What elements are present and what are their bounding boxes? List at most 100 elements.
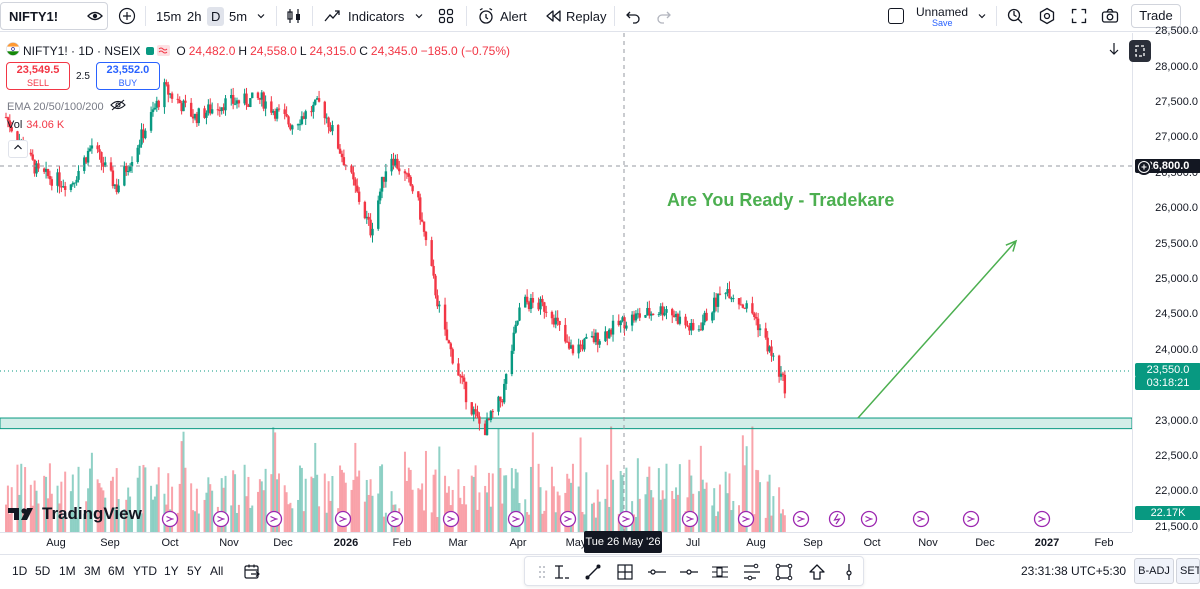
dividend-event-marker[interactable] bbox=[681, 510, 699, 528]
interval-dropdown-icon[interactable] bbox=[254, 0, 268, 32]
trade-button[interactable]: Trade bbox=[1131, 4, 1181, 28]
rectangle-tool-icon[interactable] bbox=[773, 561, 795, 583]
symbol-search[interactable]: NIFTY1! bbox=[0, 2, 108, 30]
candle-body bbox=[73, 182, 76, 184]
annotation-text[interactable]: Are You Ready - Tradekare bbox=[667, 190, 895, 210]
fib-levels-tool-icon[interactable] bbox=[709, 561, 731, 583]
alert-button[interactable]: Alert bbox=[500, 8, 527, 24]
clock-timezone[interactable]: 23:31:38 UTC+5:30 bbox=[1021, 564, 1127, 578]
snapshot-camera-icon[interactable] bbox=[1100, 0, 1120, 32]
interval-15m[interactable]: 15m bbox=[156, 8, 182, 24]
dividend-event-marker[interactable] bbox=[559, 510, 577, 528]
layout-dropdown-icon[interactable] bbox=[975, 0, 989, 32]
scroll-down-icon[interactable] bbox=[1108, 42, 1120, 61]
candle-body bbox=[317, 98, 321, 102]
range-5d[interactable]: 5D bbox=[35, 564, 51, 578]
interval-5m[interactable]: 5m bbox=[229, 8, 248, 24]
layout-checkbox[interactable] bbox=[888, 8, 904, 24]
horizontal-line-tool-icon[interactable] bbox=[646, 561, 668, 583]
candle-body bbox=[556, 317, 559, 321]
dividend-event-marker[interactable] bbox=[828, 510, 846, 528]
arrow-up-tool-icon[interactable] bbox=[806, 561, 828, 583]
candlestick-chart[interactable] bbox=[0, 33, 1132, 532]
chart-pane[interactable] bbox=[0, 33, 1132, 532]
range-ytd[interactable]: YTD bbox=[133, 564, 157, 578]
top-toolbar: NIFTY1! 15m 2h D 5m Indicators Alert Rep… bbox=[0, 0, 1200, 32]
volume-bar bbox=[371, 495, 374, 532]
candle-body bbox=[363, 201, 367, 219]
ema-indicator-legend[interactable]: EMA 20/50/100/200 bbox=[7, 99, 126, 114]
candles-type-icon[interactable] bbox=[284, 0, 304, 32]
dividend-event-marker[interactable] bbox=[962, 510, 980, 528]
candle-body bbox=[126, 170, 130, 172]
pitchfork-tool-icon[interactable] bbox=[741, 561, 763, 583]
candle-body bbox=[590, 335, 594, 337]
range-1m[interactable]: 1M bbox=[59, 564, 76, 578]
settings-gear-icon[interactable] bbox=[1037, 0, 1057, 32]
price-scale[interactable]: 28,500.028,000.027,500.027,000.026,500.0… bbox=[1132, 25, 1200, 533]
time-scale[interactable]: AugSepOctNovDec2026FebMarAprMayJunJulAug… bbox=[0, 532, 1132, 554]
drag-handle-icon[interactable] bbox=[531, 561, 553, 583]
settlement-button[interactable]: SET bbox=[1176, 558, 1200, 584]
volume-legend[interactable]: Vol 34.06 K bbox=[7, 119, 64, 131]
dividend-event-marker[interactable] bbox=[1033, 510, 1051, 528]
replay-icon[interactable] bbox=[543, 0, 563, 32]
dividend-event-marker[interactable] bbox=[617, 510, 635, 528]
volume-bar bbox=[272, 427, 275, 532]
price-tick-label: 26,000.0 bbox=[1155, 202, 1198, 215]
dividend-event-marker[interactable] bbox=[737, 510, 755, 528]
candle-body bbox=[611, 320, 615, 335]
hidden-eye-icon[interactable] bbox=[109, 99, 126, 114]
range-5y[interactable]: 5Y bbox=[187, 564, 202, 578]
range-6m[interactable]: 6M bbox=[108, 564, 125, 578]
redo-icon[interactable] bbox=[655, 0, 673, 32]
range-1y[interactable]: 1Y bbox=[164, 564, 179, 578]
range-all[interactable]: All bbox=[210, 564, 224, 578]
alert-clock-icon[interactable] bbox=[476, 0, 496, 32]
range-3m[interactable]: 3M bbox=[84, 564, 101, 578]
dividend-event-marker[interactable] bbox=[507, 510, 525, 528]
legend-collapse-button[interactable] bbox=[8, 140, 28, 158]
indicators-dropdown-icon[interactable] bbox=[412, 0, 426, 32]
interval-d[interactable]: D bbox=[207, 0, 225, 32]
layout-name[interactable]: Unnamed bbox=[916, 5, 969, 19]
horizontal-ray-tool-icon[interactable] bbox=[678, 561, 700, 583]
sell-button[interactable]: 23,549.5 SELL bbox=[6, 62, 70, 90]
add-alert-plus-icon[interactable] bbox=[1135, 158, 1153, 181]
quick-search-icon[interactable] bbox=[1005, 0, 1025, 32]
goto-date-icon[interactable] bbox=[243, 563, 261, 586]
legend-title[interactable]: NIFTY1! · 1D · NSEIX bbox=[23, 43, 141, 58]
fullscreen-icon[interactable] bbox=[1069, 0, 1089, 32]
dividend-event-marker[interactable] bbox=[386, 510, 404, 528]
dividend-event-marker[interactable] bbox=[860, 510, 878, 528]
add-symbol-icon[interactable] bbox=[116, 0, 138, 32]
projection-arrow-line[interactable] bbox=[857, 240, 1017, 419]
scale-mode-button[interactable] bbox=[1129, 40, 1151, 62]
indicators-button[interactable]: Indicators bbox=[348, 8, 405, 24]
dividend-event-marker[interactable] bbox=[792, 510, 810, 528]
templates-grid-icon[interactable] bbox=[436, 0, 456, 32]
back-adjust-button[interactable]: B-ADJ bbox=[1134, 558, 1174, 584]
undo-icon[interactable] bbox=[624, 0, 642, 32]
replay-button[interactable]: Replay bbox=[566, 8, 607, 24]
vertical-line-tool-icon[interactable] bbox=[838, 561, 860, 583]
support-zone-rect[interactable] bbox=[0, 417, 1132, 430]
dividend-event-marker[interactable] bbox=[265, 510, 283, 528]
symbol-options-icon[interactable] bbox=[87, 8, 103, 29]
candle-body bbox=[690, 322, 693, 331]
dividend-event-marker[interactable] bbox=[212, 510, 230, 528]
tradingview-logo[interactable]: TradingView bbox=[8, 504, 142, 524]
interval-2h[interactable]: 2h bbox=[187, 8, 202, 24]
buy-button[interactable]: 23,552.0 BUY bbox=[95, 62, 160, 90]
dividend-event-marker[interactable] bbox=[161, 510, 179, 528]
crosshair-tool-icon[interactable] bbox=[614, 561, 636, 583]
indicators-icon[interactable] bbox=[322, 0, 342, 32]
dividend-event-marker[interactable] bbox=[442, 510, 460, 528]
dividend-event-marker[interactable] bbox=[334, 510, 352, 528]
volume-bar bbox=[543, 510, 546, 532]
trend-line-tool-icon[interactable] bbox=[582, 561, 604, 583]
dividend-event-marker[interactable] bbox=[912, 510, 930, 528]
range-1d[interactable]: 1D bbox=[12, 564, 28, 578]
text-cursor-tool-icon[interactable] bbox=[550, 561, 572, 583]
volume-bar bbox=[526, 512, 529, 532]
